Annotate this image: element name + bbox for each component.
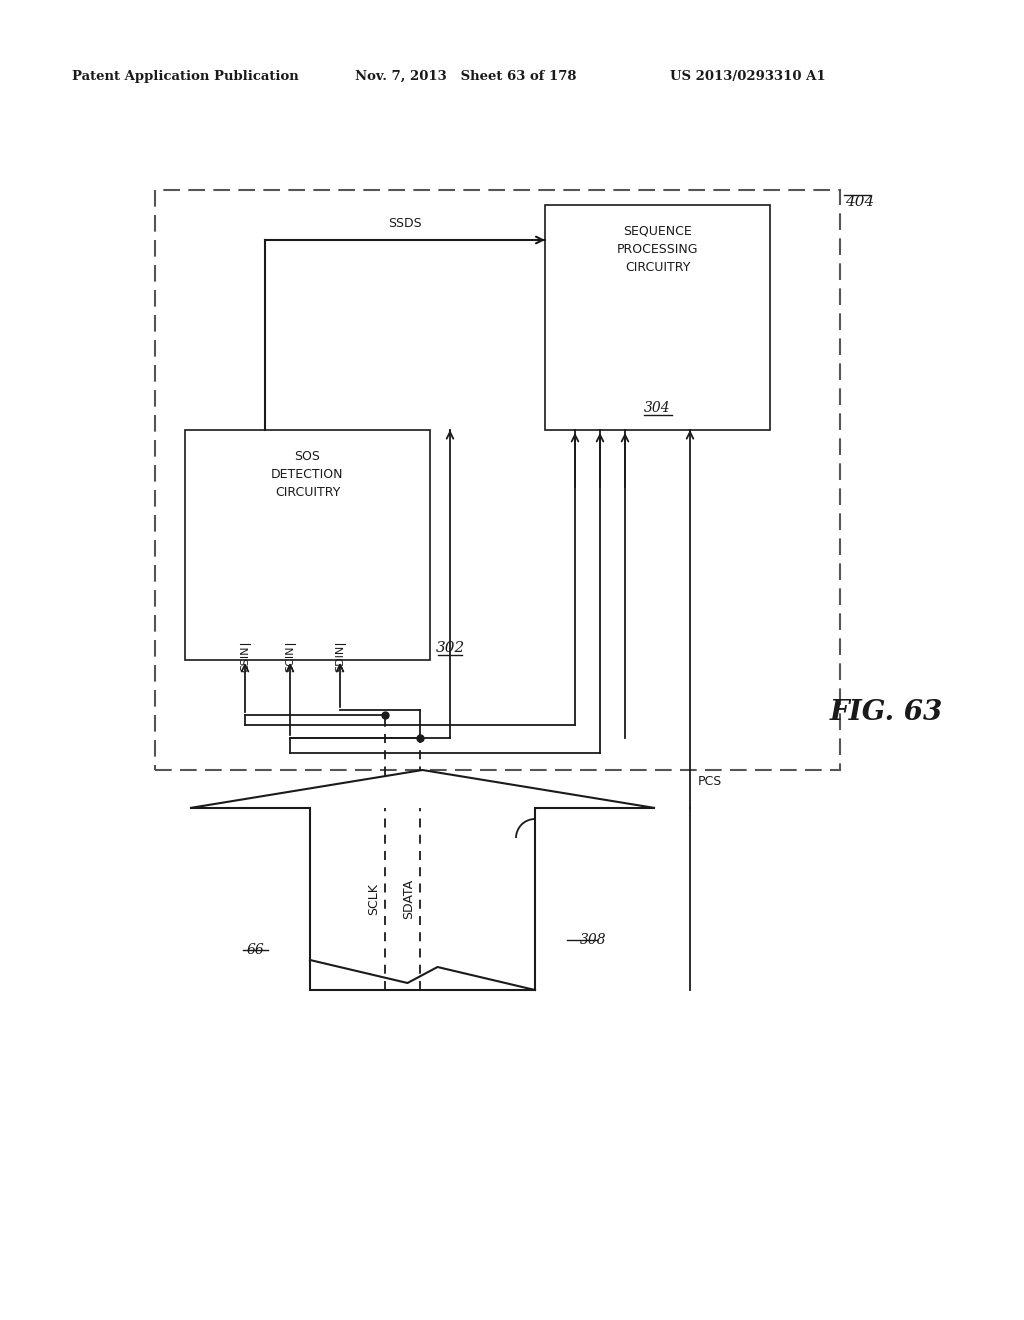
Text: 66: 66 [246,942,264,957]
Text: 304: 304 [644,401,671,414]
Text: SOS
DETECTION
CIRCUITRY: SOS DETECTION CIRCUITRY [271,450,344,499]
Text: CSIN: CSIN [240,645,250,672]
Bar [185,430,430,660]
Text: Nov. 7, 2013   Sheet 63 of 178: Nov. 7, 2013 Sheet 63 of 178 [355,70,577,83]
Text: SDIN: SDIN [335,645,345,672]
Text: 308: 308 [580,933,606,946]
Text: FIG. 63: FIG. 63 [830,700,943,726]
Polygon shape [190,770,655,990]
Text: SDATA: SDATA [402,879,415,919]
Bar [545,205,770,430]
Text: 404: 404 [845,195,874,209]
Text: SCLK: SCLK [367,883,380,915]
Text: SSDS: SSDS [388,216,422,230]
Bar [155,190,840,770]
Text: PCS: PCS [698,775,722,788]
Text: US 2013/0293310 A1: US 2013/0293310 A1 [670,70,825,83]
Text: SEQUENCE
PROCESSING
CIRCUITRY: SEQUENCE PROCESSING CIRCUITRY [616,224,698,275]
Text: 302: 302 [435,642,465,655]
Text: Patent Application Publication: Patent Application Publication [72,70,299,83]
Text: SCIN: SCIN [285,645,295,672]
